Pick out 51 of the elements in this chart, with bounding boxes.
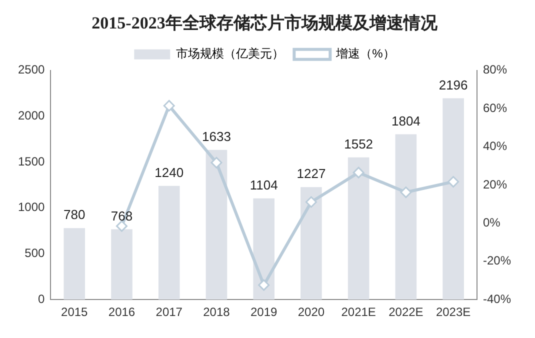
point (400, 186, 412, 198)
y-tick-label: 500 (24, 246, 46, 260)
data-label: 2196 (438, 77, 468, 92)
bar (348, 157, 370, 300)
x-tick-label: 2023E (436, 305, 471, 320)
x-tick-label: 2020 (298, 305, 325, 320)
x-tick-label: 2022E (388, 305, 424, 320)
point (448, 176, 460, 188)
data-label: 780 (64, 207, 86, 222)
x-tick-label: 2016 (108, 305, 136, 320)
data-label: 1804 (391, 113, 420, 128)
legend-label: 市场规模（亿美元） (176, 46, 284, 61)
bar (253, 198, 274, 300)
chart-title: 2015-2023年全球存储芯片市场规模及增速情况 (92, 14, 438, 33)
y-tick-label: 2500 (18, 62, 46, 77)
y2-tick-label: 60% (482, 100, 508, 115)
data-label: 1104 (250, 177, 278, 192)
bar (300, 187, 322, 300)
point (305, 196, 317, 208)
bar (111, 229, 132, 300)
x-tick-label: 2015 (61, 305, 88, 320)
y-tick-label: 0 (38, 292, 46, 306)
point (352, 166, 364, 178)
bar (206, 150, 228, 300)
y-tick-label: 2000 (18, 108, 46, 123)
point (258, 279, 270, 291)
y2-tick-label: 40% (482, 139, 508, 154)
point (163, 100, 175, 112)
x-tick-label: 2018 (203, 305, 230, 320)
data-label: 1552 (344, 136, 374, 152)
y2-tick-label: -40% (482, 292, 512, 306)
y2-tick-label: 0% (482, 216, 501, 230)
bar (442, 98, 464, 300)
point (210, 156, 222, 168)
bar (64, 228, 86, 300)
y2-tick-label: 80% (482, 62, 508, 77)
data-label: 1633 (202, 128, 231, 144)
x-tick-label: 2021E (341, 305, 376, 320)
data-label: 768 (110, 208, 133, 224)
y-tick-label: 1000 (18, 200, 46, 214)
y-tick-label: 1500 (18, 154, 46, 168)
data-label: 1227 (296, 166, 326, 182)
y2-tick-label: 20% (482, 177, 508, 192)
data-label: 1240 (154, 164, 184, 180)
legend-label: 增速（%） (335, 46, 395, 61)
y2-tick-label: -20% (482, 254, 512, 268)
x-tick-label: 2019 (250, 305, 278, 320)
bar (158, 186, 180, 300)
point (116, 220, 128, 232)
bar (395, 134, 417, 300)
x-tick-label: 2017 (156, 305, 183, 320)
